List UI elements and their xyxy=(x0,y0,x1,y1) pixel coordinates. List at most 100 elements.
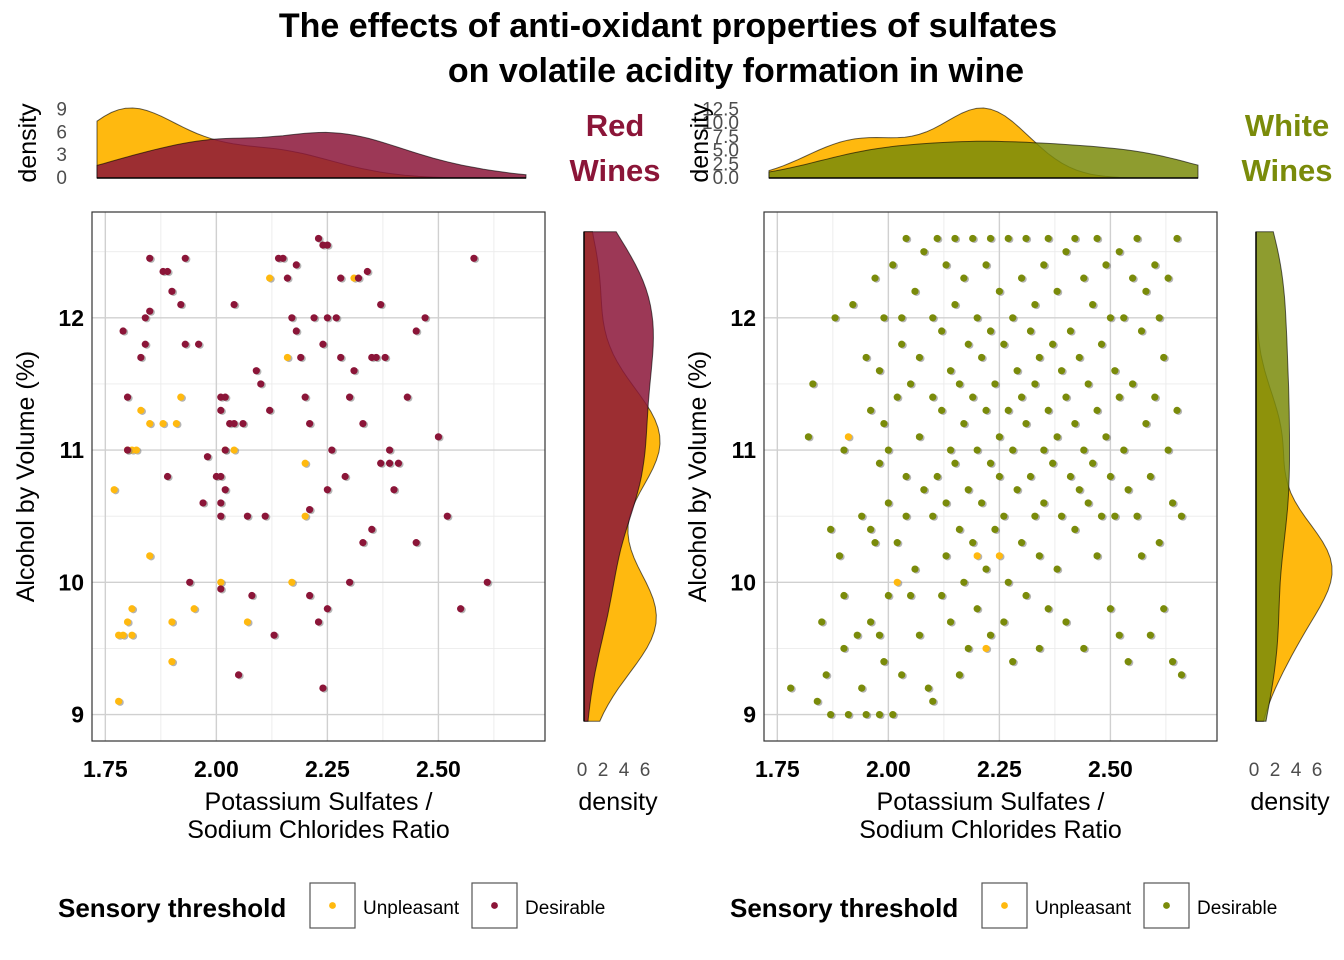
point-desirable xyxy=(804,433,813,441)
point-desirable xyxy=(301,393,309,401)
point-unpleasant xyxy=(995,552,1003,560)
top-density-title: density xyxy=(14,103,42,183)
chart-title-line-1: The effects of anti-oxidant properties o… xyxy=(279,7,1057,45)
point-desirable xyxy=(1057,512,1066,520)
point-desirable xyxy=(1017,274,1026,282)
point-desirable xyxy=(1009,314,1017,322)
point-desirable xyxy=(217,472,225,481)
point-desirable xyxy=(1177,512,1186,520)
panel-label-line-2: Wines xyxy=(1241,153,1332,188)
point-desirable xyxy=(230,420,238,428)
point-desirable xyxy=(1009,658,1017,666)
point-desirable xyxy=(960,420,968,428)
point-desirable xyxy=(1053,287,1061,295)
point-desirable xyxy=(314,618,323,626)
point-desirable xyxy=(1035,644,1043,653)
point-desirable xyxy=(1075,353,1083,362)
y-tick-label: 12 xyxy=(58,305,84,331)
point-desirable xyxy=(483,578,491,586)
x-tick-label: 2.25 xyxy=(977,756,1022,782)
point-desirable xyxy=(297,353,305,362)
point-desirable xyxy=(986,327,995,335)
point-desirable xyxy=(319,684,327,692)
point-desirable xyxy=(978,353,986,362)
point-desirable xyxy=(1097,340,1106,348)
point-desirable xyxy=(199,499,207,507)
point-desirable xyxy=(1000,512,1008,520)
y-axis-title: Alcohol by Volume (%) xyxy=(684,351,712,603)
point-desirable xyxy=(283,274,292,282)
point-desirable xyxy=(1062,248,1070,256)
legend-key-desirable xyxy=(1163,902,1170,909)
point-desirable xyxy=(239,420,247,428)
point-desirable xyxy=(1071,234,1079,243)
point-desirable xyxy=(1089,459,1097,467)
point-desirable xyxy=(146,254,154,262)
top-density-tick: 6 xyxy=(56,122,67,143)
point-desirable xyxy=(137,353,145,362)
point-desirable xyxy=(1080,274,1088,282)
point-desirable xyxy=(866,406,875,414)
point-desirable xyxy=(929,314,937,322)
x-axis-title-line-2: Sodium Chlorides Ratio xyxy=(859,816,1122,844)
point-desirable xyxy=(186,578,194,586)
point-desirable xyxy=(194,340,203,348)
point-desirable xyxy=(412,539,420,547)
point-desirable xyxy=(1142,287,1150,295)
point-desirable xyxy=(1066,472,1075,481)
side-density-tick: 0 xyxy=(1249,760,1260,781)
point-desirable xyxy=(359,539,367,547)
point-desirable xyxy=(906,591,915,600)
legend-item-label: Desirable xyxy=(1197,898,1277,919)
point-desirable xyxy=(1044,605,1052,613)
point-desirable xyxy=(385,459,394,467)
point-desirable xyxy=(1004,578,1012,586)
point-desirable xyxy=(1160,605,1168,613)
point-desirable xyxy=(1133,234,1141,243)
x-axis-title-line-1: Potassium Sulfates / xyxy=(877,788,1105,816)
point-desirable xyxy=(1062,393,1070,401)
legend-title: Sensory threshold xyxy=(730,893,958,923)
point-desirable xyxy=(1022,591,1030,600)
y-tick-label: 12 xyxy=(730,305,756,331)
point-desirable xyxy=(1040,446,1048,454)
point-desirable xyxy=(827,525,835,534)
point-desirable xyxy=(1035,552,1043,560)
point-desirable xyxy=(328,446,336,454)
point-desirable xyxy=(1013,367,1021,375)
side-density-tick: 6 xyxy=(1312,760,1323,781)
side-density-tick: 4 xyxy=(1291,760,1302,781)
top-density-tick: 2.5 xyxy=(713,154,739,175)
point-desirable xyxy=(866,525,875,534)
point-desirable xyxy=(1160,353,1168,362)
point-desirable xyxy=(314,234,323,243)
point-desirable xyxy=(257,380,265,388)
point-desirable xyxy=(341,472,349,481)
point-desirable xyxy=(951,234,959,243)
density-area-desirable xyxy=(96,131,527,179)
point-desirable xyxy=(920,248,928,256)
point-desirable xyxy=(323,486,331,494)
point-desirable xyxy=(363,267,371,276)
point-desirable xyxy=(893,539,901,547)
point-desirable xyxy=(337,274,345,282)
point-desirable xyxy=(858,512,866,520)
point-desirable xyxy=(1106,314,1115,322)
x-tick-label: 2.00 xyxy=(194,756,239,782)
point-desirable xyxy=(969,234,977,243)
point-desirable xyxy=(1102,433,1110,441)
point-desirable xyxy=(982,565,990,573)
point-desirable xyxy=(964,644,972,653)
point-desirable xyxy=(323,241,331,249)
point-desirable xyxy=(217,585,225,593)
point-desirable xyxy=(946,618,955,626)
point-unpleasant xyxy=(283,353,292,362)
point-desirable xyxy=(181,254,189,262)
point-desirable xyxy=(288,314,296,322)
point-desirable xyxy=(1080,446,1088,454)
point-desirable xyxy=(1151,261,1159,269)
point-desirable xyxy=(385,446,394,454)
point-desirable xyxy=(955,525,964,534)
point-desirable xyxy=(929,512,937,520)
